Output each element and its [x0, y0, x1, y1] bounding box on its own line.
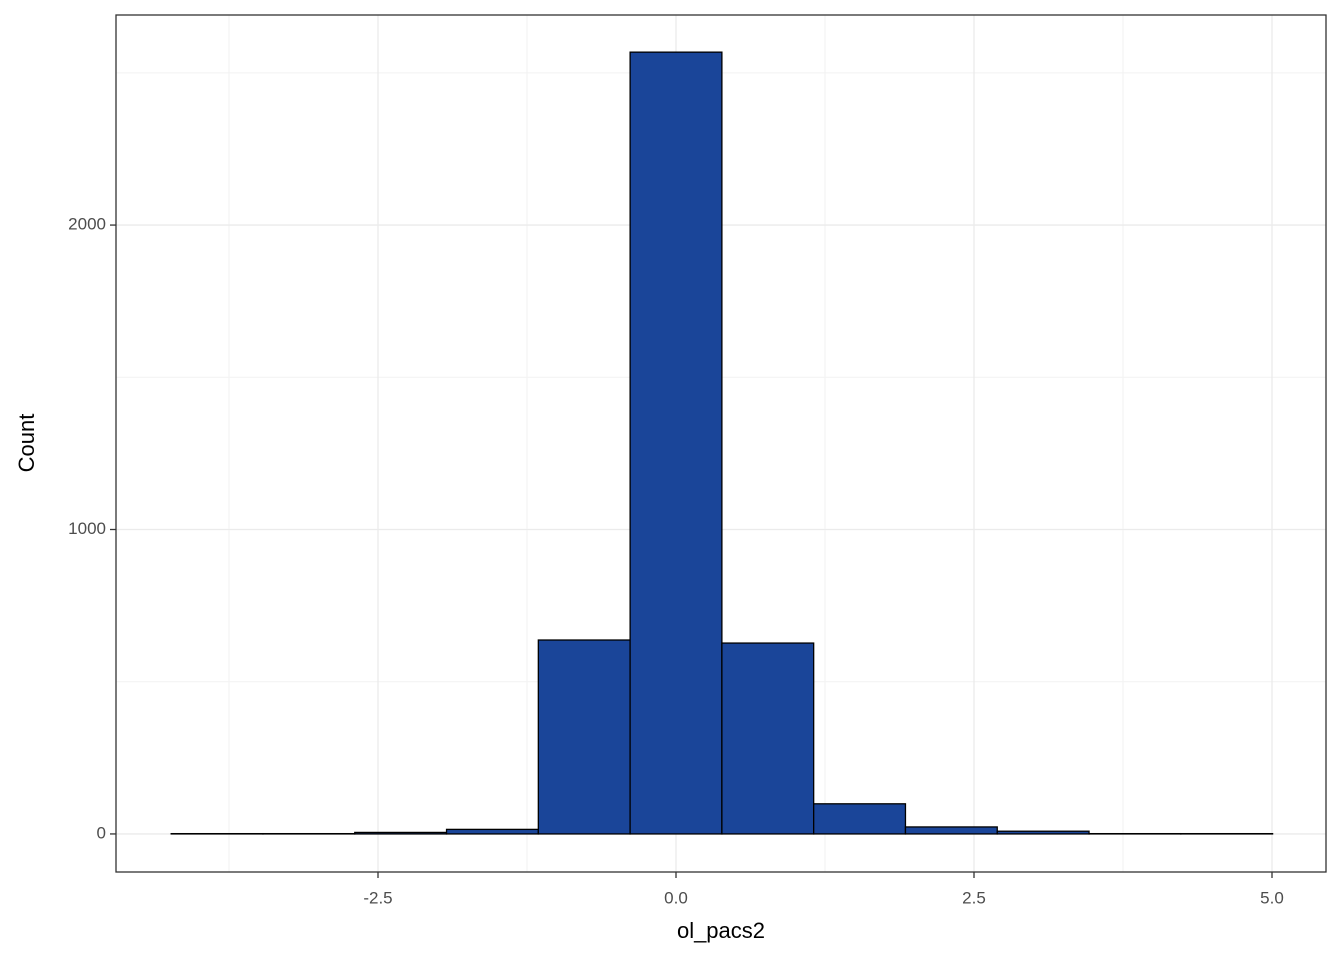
y-tick-label: 1000 — [68, 519, 106, 538]
bar — [813, 803, 907, 835]
bar — [445, 828, 539, 835]
x-tick-label: 2.5 — [962, 888, 986, 907]
y-tick-label: 2000 — [68, 215, 106, 234]
x-axis-title: ol_pacs2 — [677, 918, 765, 943]
bar — [904, 826, 998, 835]
x-tick-label: 5.0 — [1260, 888, 1284, 907]
y-tick-label: 0 — [97, 823, 106, 842]
bar — [721, 642, 815, 835]
bar — [996, 830, 1090, 835]
bar — [629, 51, 723, 835]
panel-border — [115, 14, 1327, 873]
bar — [537, 639, 631, 835]
x-tick-label: -2.5 — [363, 888, 392, 907]
bar — [354, 831, 448, 835]
y-axis-title: Count — [14, 414, 39, 473]
x-tick-label: 0.0 — [664, 888, 688, 907]
